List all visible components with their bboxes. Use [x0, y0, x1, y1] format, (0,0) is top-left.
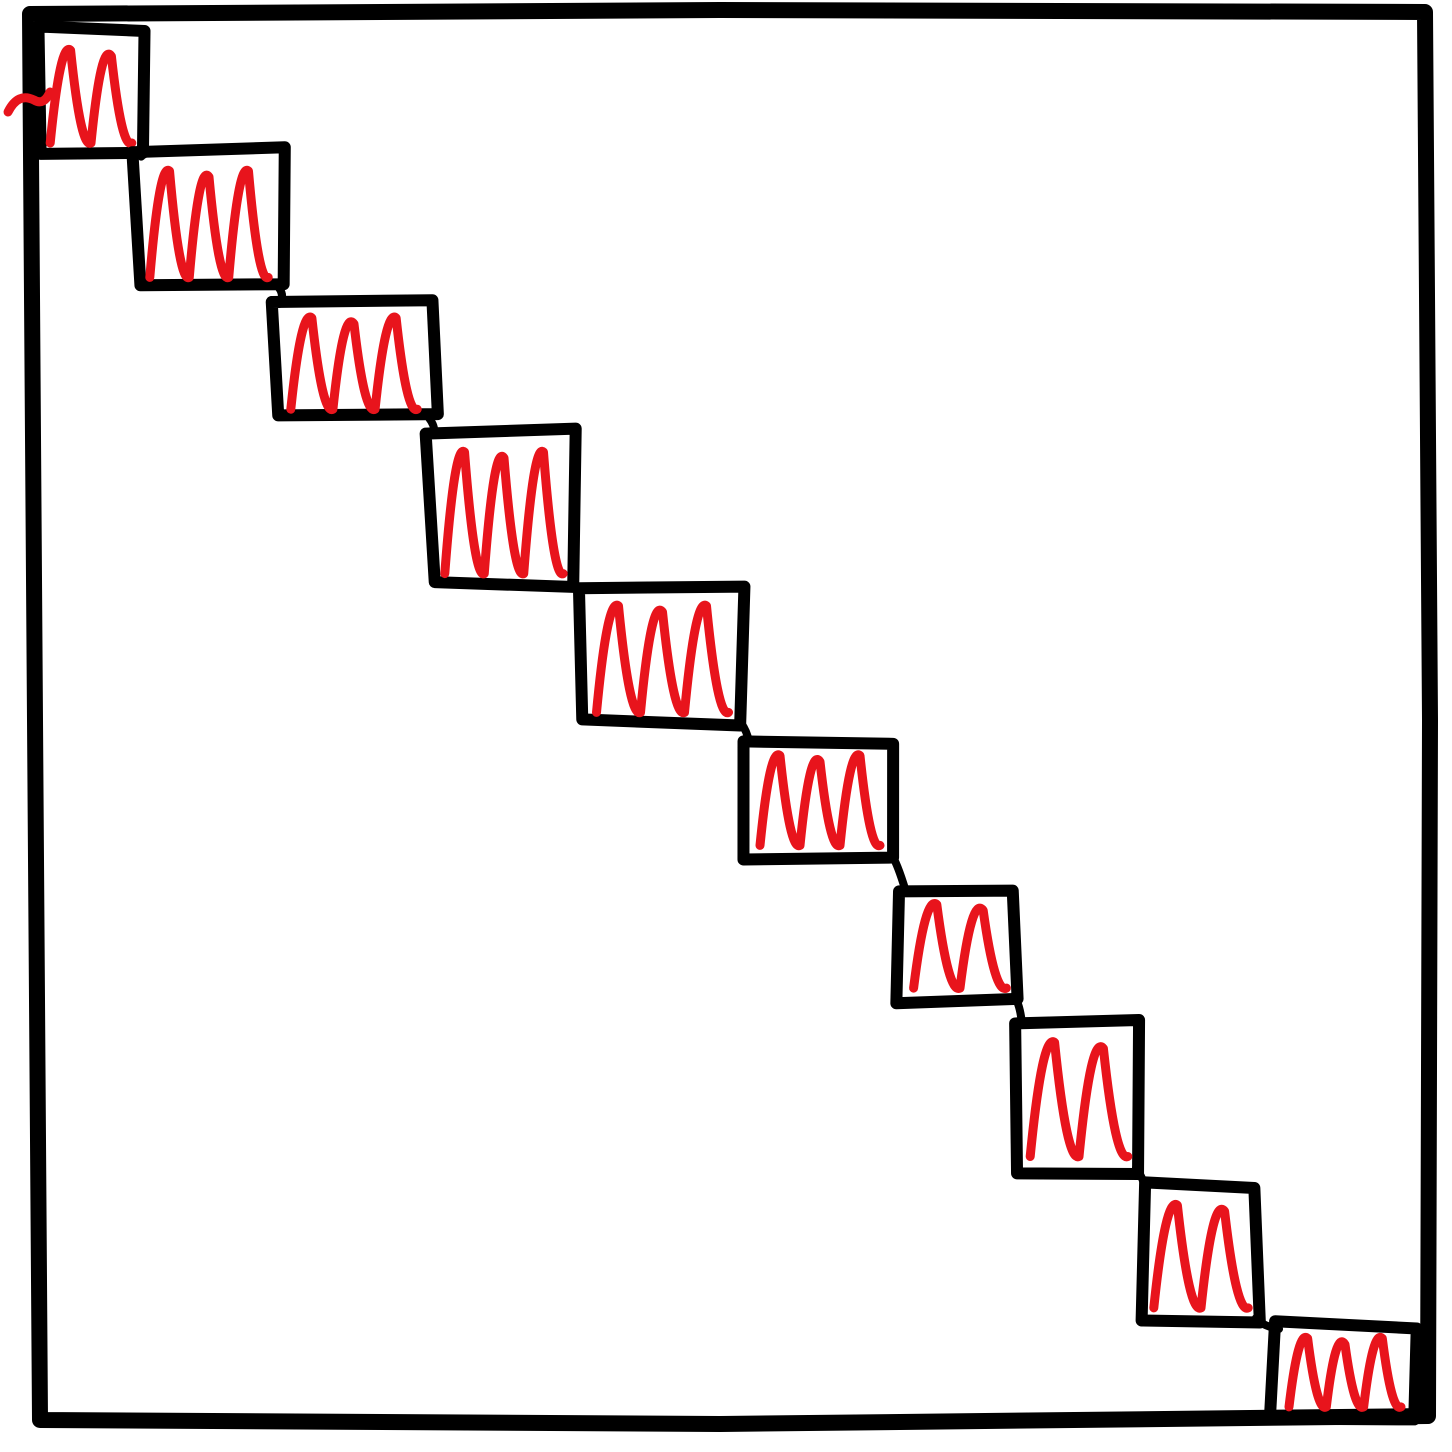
block-connector — [1252, 1314, 1283, 1333]
block-scribble — [1025, 1037, 1133, 1162]
diagonal-blocks — [3, 20, 1423, 1426]
block-scribble — [592, 600, 733, 718]
block-scribble — [286, 312, 422, 414]
block-scribble — [45, 44, 137, 148]
block-scribble — [755, 750, 885, 851]
outer-frame — [22, 2, 1438, 1432]
diagonal-block-10 — [1263, 1315, 1423, 1426]
diagonal-block-3 — [265, 294, 444, 422]
block-scribble — [909, 899, 1011, 993]
block-outline — [126, 141, 291, 292]
block-connector — [737, 719, 753, 746]
block-connector — [425, 414, 439, 436]
lead-in-scribble — [3, 87, 55, 117]
block-connector — [570, 582, 588, 595]
block-connector — [275, 284, 286, 308]
diagonal-block-2 — [126, 141, 291, 292]
block-outline — [265, 294, 444, 422]
block-connector — [1132, 1164, 1150, 1193]
block-scribble — [1284, 1332, 1406, 1412]
block-connector — [1010, 992, 1026, 1028]
block-scribble — [1149, 1199, 1253, 1313]
block-connector — [134, 148, 146, 161]
block-connector — [887, 850, 910, 896]
block-outline — [1263, 1315, 1423, 1426]
block-scribble — [145, 165, 273, 283]
block-scribble — [440, 446, 568, 579]
